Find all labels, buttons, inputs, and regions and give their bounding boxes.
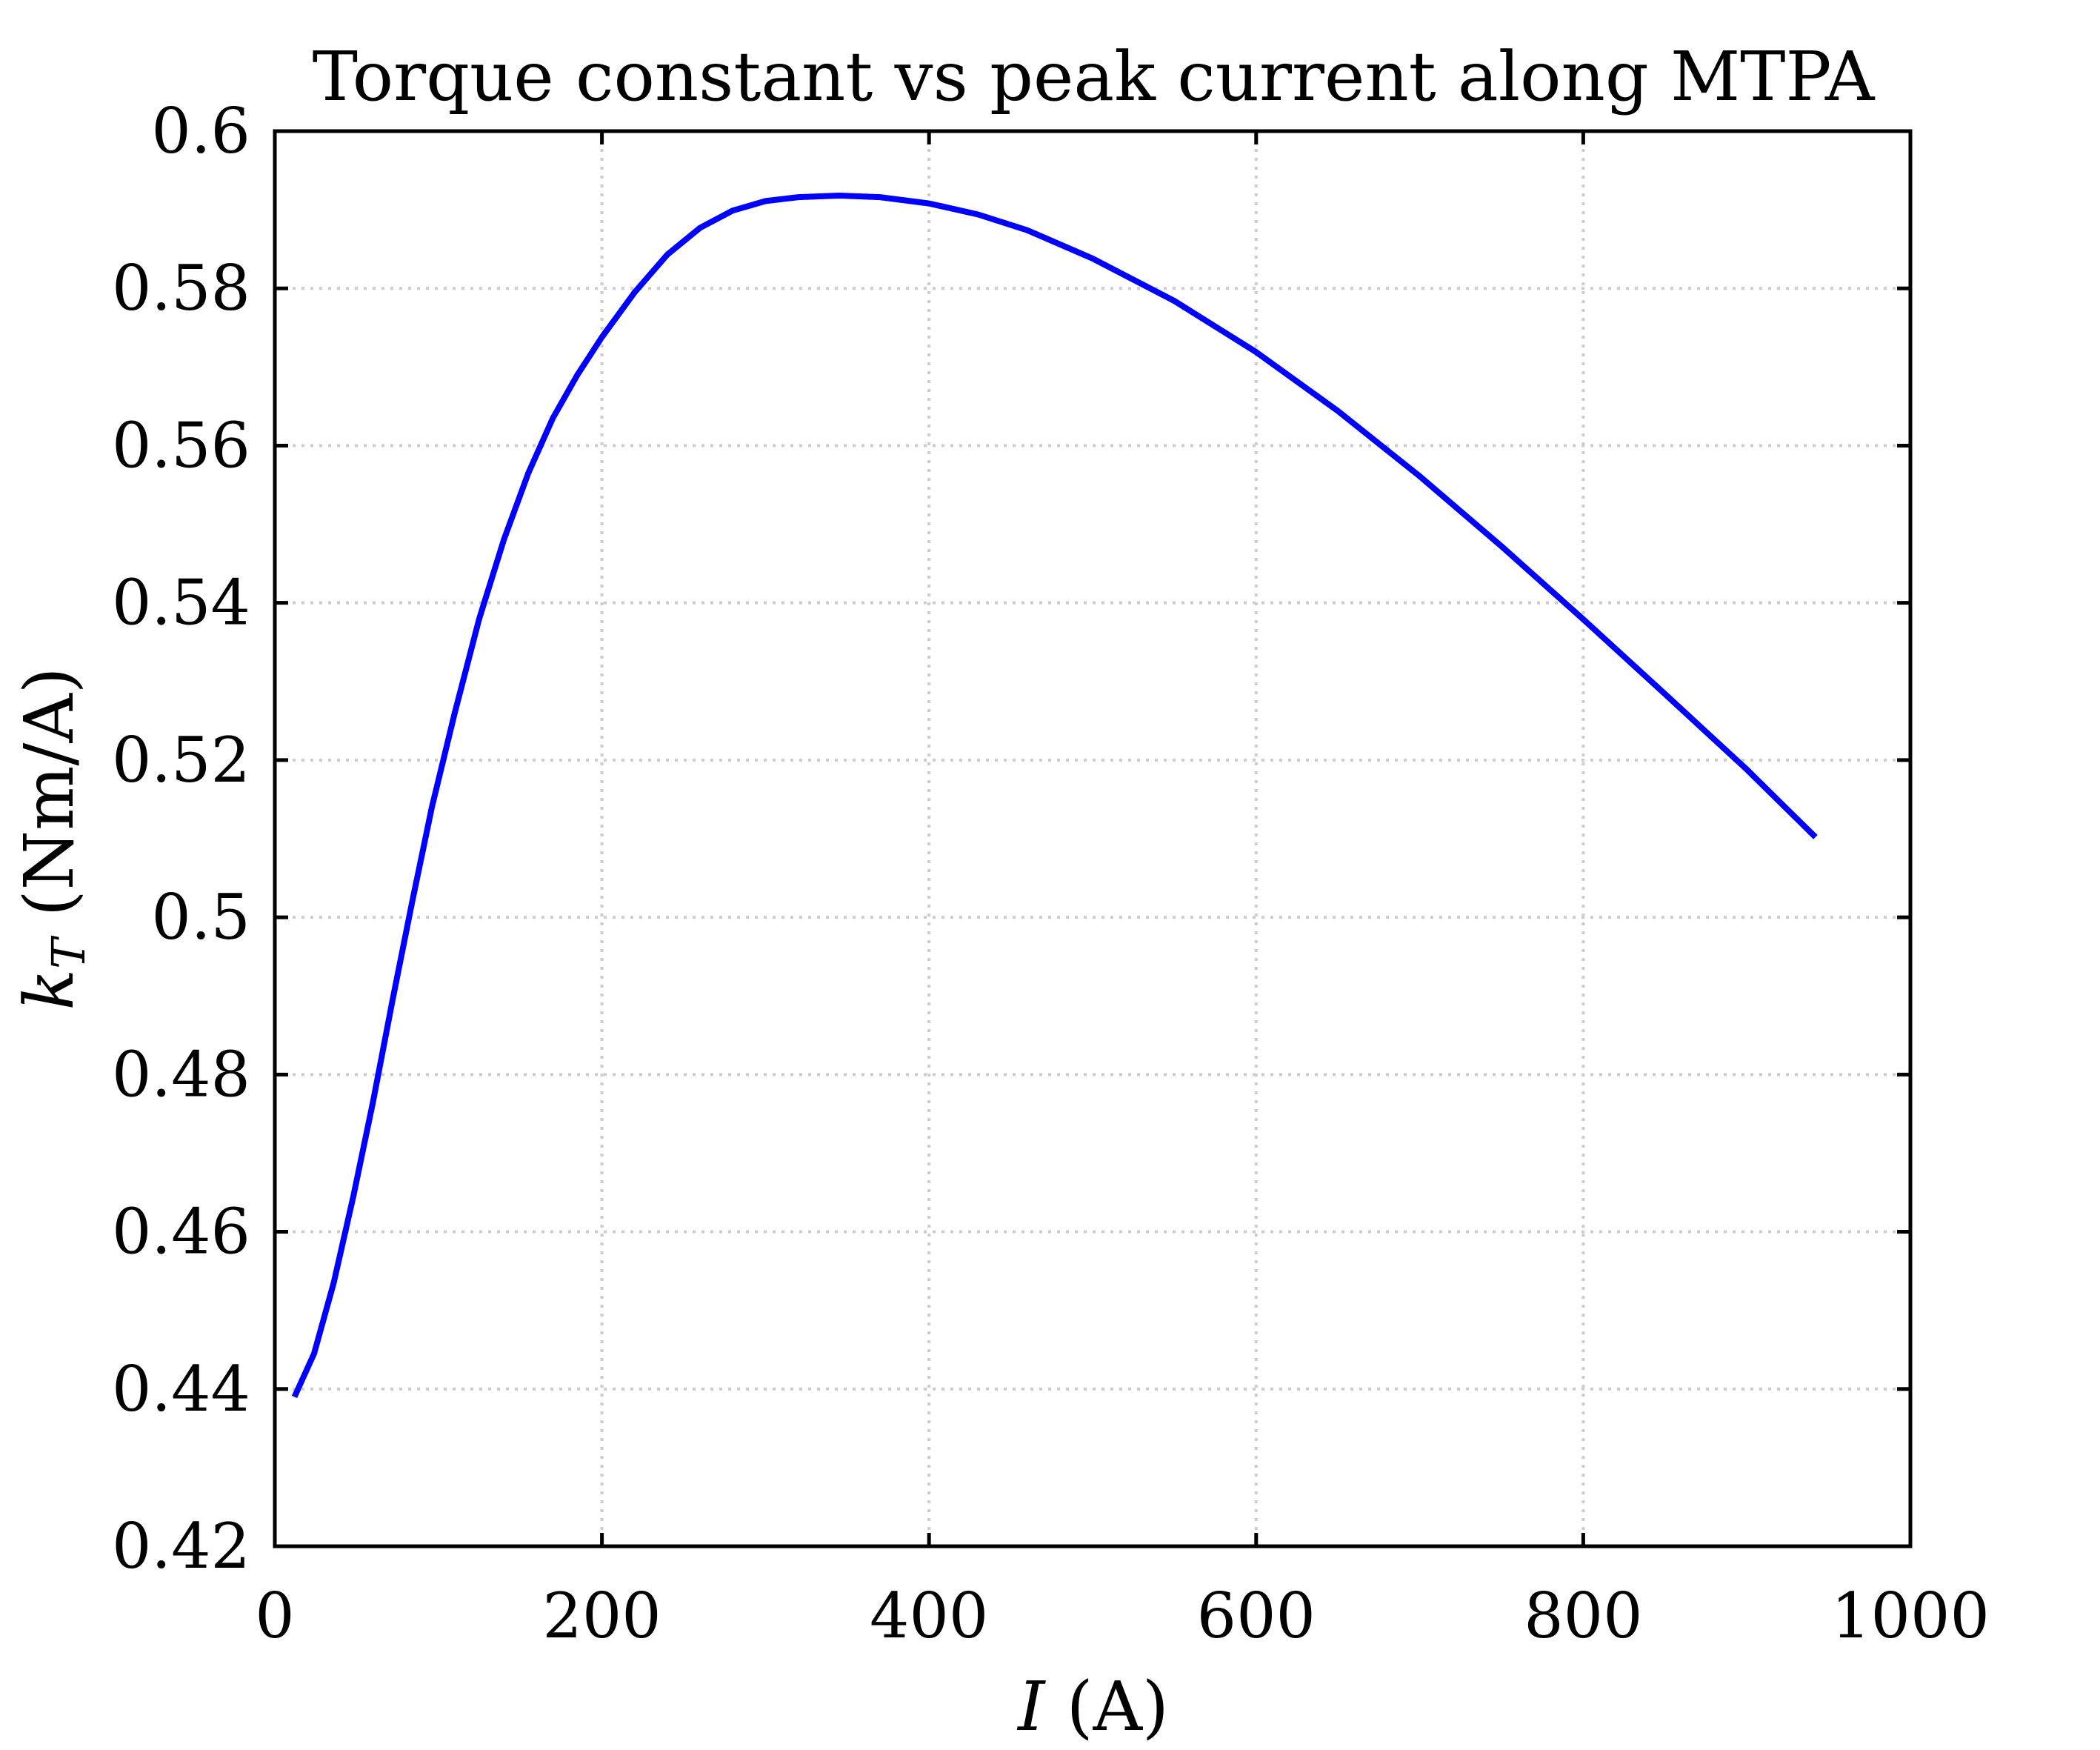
y-tick-label: 0.42 [112,1510,250,1583]
y-axis-label-variable: k [10,969,89,1011]
y-tick-label: 0.54 [112,567,250,639]
y-tick-label: 0.48 [112,1038,250,1111]
plot-layer [291,193,1818,1399]
y-tick-label: 0.52 [112,724,250,796]
y-axis-label-subscript: T [41,935,96,969]
y-tick-label: 0.56 [112,409,250,482]
x-tick-label: 200 [542,1580,661,1652]
y-tick-label: 0.6 [151,95,250,167]
y-tick-label: 0.58 [112,252,250,325]
x-axis-label-variable: I [1016,1667,1046,1746]
x-tick-label: 0 [255,1580,294,1652]
y-tick-label: 0.5 [151,881,250,954]
chart-title: Torque constant vs peak current along MT… [313,37,1876,116]
x-tick-label: 1000 [1831,1580,1990,1652]
y-axis-label-unit: (Nm/A) [10,667,89,938]
tick-layer: 0 200 400 600 800 1000 0.42 0.44 0.46 0.48 0.5 0.52… [112,95,1990,1652]
x-axis-label-unit: (A) [1044,1667,1168,1746]
x-tick-label: 800 [1524,1580,1642,1652]
x-tick-label: 600 [1197,1580,1316,1652]
grid-layer [275,131,1910,1546]
y-tick-label: 0.46 [112,1196,250,1268]
x-tick-label: 400 [870,1580,988,1652]
x-axis-label: I (A) [1016,1667,1169,1746]
plot-frame [273,129,1913,1548]
y-axis-label: kT (Nm/A) [10,667,96,1010]
y-tick-label: 0.44 [112,1353,250,1425]
series-line [291,193,1818,1399]
